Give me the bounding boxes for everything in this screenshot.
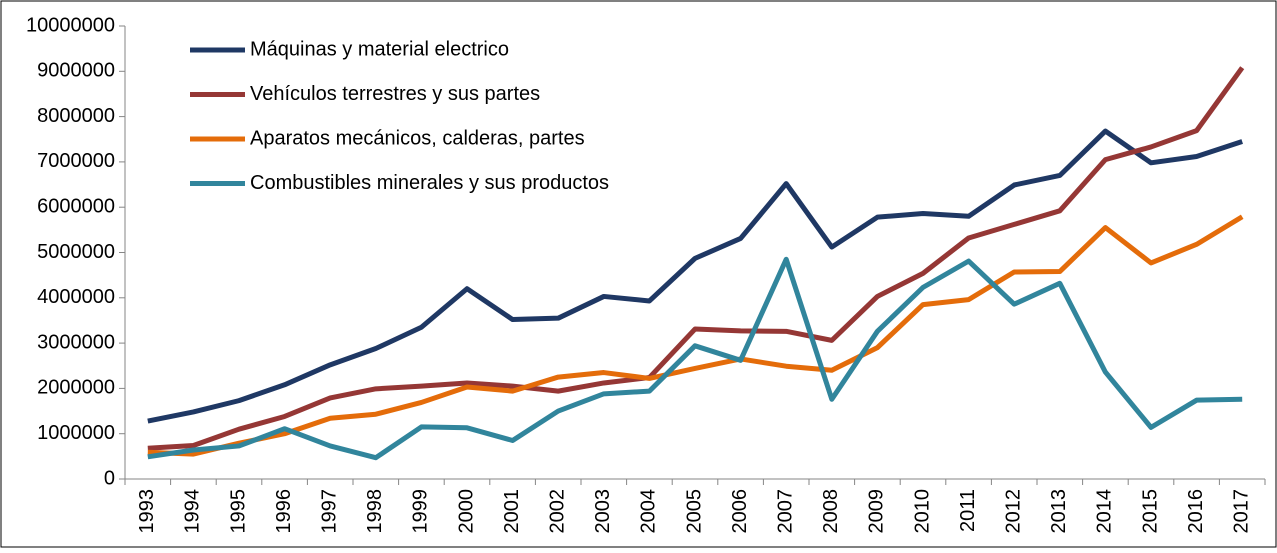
- y-tick-label: 1000000: [37, 422, 115, 444]
- x-tick-label: 2015: [1139, 489, 1161, 534]
- y-tick-label: 7000000: [37, 150, 115, 172]
- x-tick-label: 1996: [273, 489, 295, 534]
- x-tick-label: 2013: [1048, 489, 1070, 534]
- x-tick-label: 1998: [364, 489, 386, 534]
- legend-label: Combustibles minerales y sus productos: [250, 172, 609, 194]
- y-tick-label: 10000000: [26, 14, 115, 36]
- x-tick-label: 2001: [501, 489, 523, 534]
- x-tick-label: 2010: [911, 489, 933, 534]
- x-tick-label: 2008: [820, 489, 842, 534]
- x-tick-label: 1993: [136, 489, 158, 534]
- y-tick-label: 8000000: [37, 105, 115, 127]
- x-tick-label: 2000: [455, 489, 477, 534]
- x-tick-label: 2007: [774, 489, 796, 534]
- series-line: [147, 66, 1245, 451]
- x-tick-label: 2012: [1002, 489, 1024, 534]
- legend-label: Máquinas y material electrico: [250, 38, 509, 60]
- x-tick-label: 1994: [182, 489, 204, 534]
- x-tick-label: 2002: [546, 489, 568, 534]
- x-tick-label: 1997: [318, 489, 340, 534]
- x-tick-label: 2004: [638, 489, 660, 534]
- series-line: [147, 214, 1244, 457]
- x-tick-label: 2011: [957, 489, 979, 532]
- x-tick-label: 2005: [683, 489, 705, 534]
- x-tick-label: 2017: [1230, 489, 1252, 534]
- legend-label: Vehículos terrestres y sus partes: [250, 83, 540, 105]
- y-tick-label: 3000000: [37, 331, 115, 353]
- series-line: [147, 256, 1243, 461]
- x-tick-label: 2006: [729, 489, 751, 534]
- x-tick-label: 2003: [592, 489, 614, 534]
- legend-label: Aparatos mecánicos, calderas, partes: [250, 127, 585, 149]
- y-tick-label: 2000000: [37, 377, 115, 399]
- x-tick-label: 2009: [866, 489, 888, 534]
- y-tick-label: 0: [104, 467, 115, 489]
- x-tick-label: 2014: [1094, 489, 1116, 534]
- y-tick-label: 5000000: [37, 241, 115, 263]
- series-line: [147, 128, 1243, 424]
- x-tick-label: 1995: [227, 489, 249, 534]
- y-tick-label: 4000000: [37, 286, 115, 308]
- x-tick-label: 2016: [1185, 489, 1207, 534]
- y-tick-label: 9000000: [37, 60, 115, 82]
- x-tick-label: 1999: [410, 489, 432, 534]
- y-tick-label: 6000000: [37, 195, 115, 217]
